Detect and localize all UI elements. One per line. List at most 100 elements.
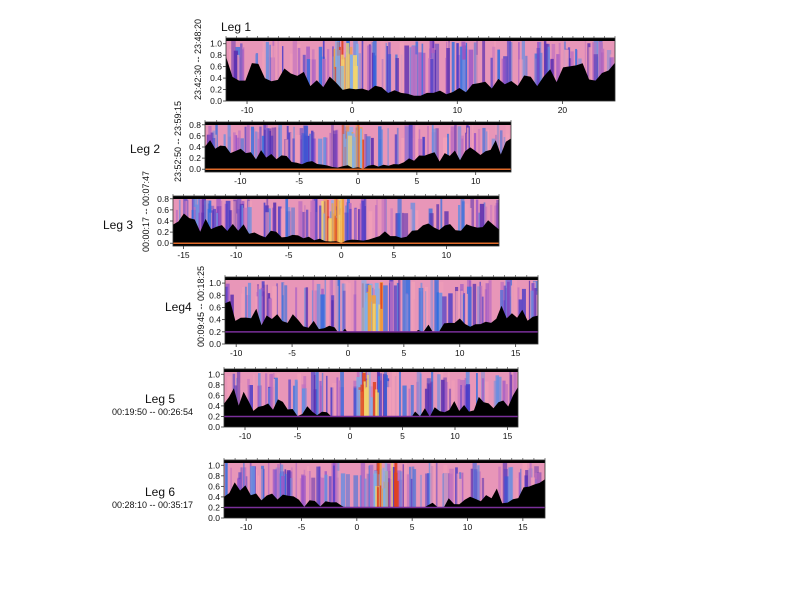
heatmap-streak <box>534 53 540 101</box>
central-maximum-streak <box>350 133 355 172</box>
central-maximum-streak <box>359 128 362 172</box>
heatmap-streak <box>422 136 426 172</box>
heatmap-streak <box>418 129 421 172</box>
heatmap-streak <box>274 377 278 427</box>
heatmap-streak <box>316 370 319 427</box>
heatmap-streak <box>509 279 512 344</box>
heatmap-streak <box>242 207 248 246</box>
heatmap-streak <box>431 48 436 101</box>
heatmap-streak <box>323 379 327 427</box>
no-data-region <box>205 138 511 172</box>
heatmap-streak <box>368 211 373 246</box>
heatmap-streak <box>328 476 332 518</box>
heatmap-streak <box>276 39 281 101</box>
heatmap-streak <box>466 286 472 344</box>
heatmap-streak <box>271 127 275 172</box>
central-maximum-streak <box>360 384 364 427</box>
y-tick-label: 0.0 <box>208 422 220 432</box>
heatmap-streak <box>257 289 262 344</box>
heatmap-streak <box>331 124 334 172</box>
heatmap-streak <box>497 49 501 101</box>
heatmap-streak <box>288 379 291 427</box>
heatmap-streak <box>333 134 338 172</box>
heatmap-streak <box>276 283 278 344</box>
heatmap-streak <box>456 43 459 101</box>
y-tick-label: 0.6 <box>208 390 220 400</box>
y-tick-label: 0.8 <box>189 120 201 130</box>
heatmap-streak <box>331 461 334 518</box>
heatmap-streak <box>458 478 462 518</box>
heatmap-streak <box>210 205 215 246</box>
heatmap-streak <box>423 52 426 101</box>
heatmap-streak <box>384 371 388 427</box>
heatmap-streak <box>335 277 340 344</box>
heatmap-streak <box>474 54 478 101</box>
heatmap-streak <box>216 197 221 246</box>
heatmap-streak <box>332 382 337 427</box>
heatmap-streak <box>310 200 316 246</box>
heatmap-streak <box>244 286 247 344</box>
heatmap-streak <box>311 290 314 344</box>
heatmap-streak <box>313 196 318 246</box>
heatmap-streak <box>361 39 364 101</box>
leg-title: Leg 3 <box>103 218 134 232</box>
heatmap-streak <box>261 465 265 518</box>
heatmap-streak <box>404 45 410 101</box>
heatmap-streak <box>397 198 402 246</box>
heatmap-streak <box>399 42 404 101</box>
no-data-region <box>226 56 615 101</box>
heatmap-streak <box>319 380 322 427</box>
heatmap-streak <box>435 128 439 172</box>
heatmap-streak <box>340 369 344 427</box>
heatmap-streak <box>503 468 508 518</box>
heatmap-streak <box>403 213 409 246</box>
y-tick-label: 0.2 <box>157 227 169 237</box>
heatmap-streak <box>287 207 291 246</box>
heatmap-streak <box>318 138 323 172</box>
leg-title: Leg 2 <box>130 142 161 156</box>
heatmap-streak <box>420 282 423 344</box>
heatmap-streak <box>342 290 346 344</box>
heatmap-streak <box>247 207 252 246</box>
heatmap-streak <box>301 132 305 172</box>
heatmap-streak <box>293 385 296 427</box>
heatmap-streak <box>425 473 430 518</box>
heatmap-streak <box>446 48 450 101</box>
heatmap-streak <box>506 279 511 344</box>
central-maximum-streak <box>376 468 379 518</box>
heatmap-streak <box>459 384 463 427</box>
heatmap-streak <box>396 369 400 427</box>
heatmap-streak <box>430 58 434 101</box>
heatmap-streak <box>292 39 298 101</box>
heatmap-streak <box>472 462 477 518</box>
central-maximum-streak <box>323 213 326 246</box>
heatmap-streak <box>250 126 255 172</box>
heatmap-streak <box>389 281 394 344</box>
heatmap-streak <box>456 473 460 518</box>
no-data-top-band <box>226 38 615 41</box>
heatmap-streak <box>316 283 321 344</box>
heatmap-streak <box>210 210 214 246</box>
heatmap-streak <box>272 469 278 518</box>
x-tick-label: 0 <box>339 250 344 260</box>
central-maximum-streak <box>358 389 361 427</box>
heatmap-streak <box>277 206 282 246</box>
heatmap-streak <box>396 127 399 172</box>
heatmap-streak <box>401 137 405 172</box>
heatmap-streak <box>314 290 319 344</box>
heatmap-streak <box>410 478 413 518</box>
heatmap-streak <box>283 282 286 344</box>
heatmap-streak <box>278 122 283 172</box>
heatmap-streak <box>472 460 477 518</box>
y-tick-label: 0.0 <box>189 164 201 174</box>
central-maximum-streak <box>347 53 351 101</box>
heatmap-streak <box>298 201 303 246</box>
heatmap-streak <box>257 385 260 427</box>
heatmap-streak <box>292 138 295 172</box>
heatmap-streak <box>443 465 448 518</box>
heatmap-streak <box>558 42 561 101</box>
heatmap-streak <box>377 373 383 427</box>
heatmap-streak <box>250 466 255 518</box>
y-tick-label: 0.8 <box>157 194 169 204</box>
